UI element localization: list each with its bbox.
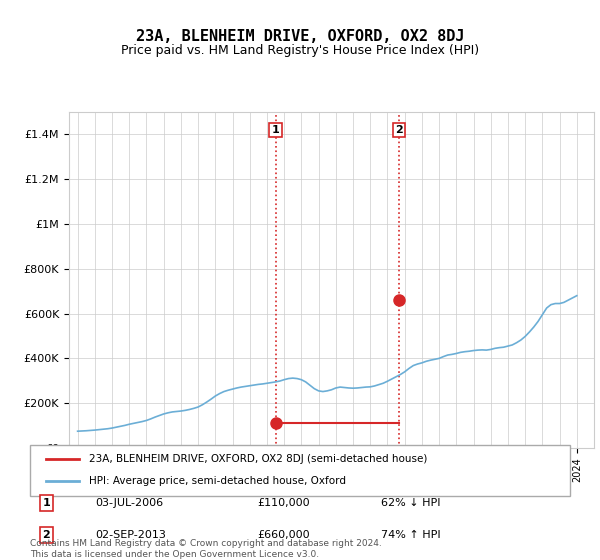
Text: Contains HM Land Registry data © Crown copyright and database right 2024.
This d: Contains HM Land Registry data © Crown c…	[30, 539, 382, 559]
Text: 03-JUL-2006: 03-JUL-2006	[95, 498, 163, 508]
Text: £660,000: £660,000	[257, 530, 310, 540]
Text: HPI: Average price, semi-detached house, Oxford: HPI: Average price, semi-detached house,…	[89, 477, 346, 487]
Text: 2: 2	[43, 530, 50, 540]
Text: 62% ↓ HPI: 62% ↓ HPI	[381, 498, 440, 508]
Text: 23A, BLENHEIM DRIVE, OXFORD, OX2 8DJ (semi-detached house): 23A, BLENHEIM DRIVE, OXFORD, OX2 8DJ (se…	[89, 454, 428, 464]
Text: 1: 1	[272, 125, 280, 135]
FancyBboxPatch shape	[30, 445, 570, 496]
Text: 2: 2	[395, 125, 403, 135]
Text: 23A, BLENHEIM DRIVE, OXFORD, OX2 8DJ: 23A, BLENHEIM DRIVE, OXFORD, OX2 8DJ	[136, 29, 464, 44]
Text: 02-SEP-2013: 02-SEP-2013	[95, 530, 166, 540]
Text: 74% ↑ HPI: 74% ↑ HPI	[381, 530, 440, 540]
Text: 1: 1	[43, 498, 50, 508]
Text: £110,000: £110,000	[257, 498, 310, 508]
Text: Price paid vs. HM Land Registry's House Price Index (HPI): Price paid vs. HM Land Registry's House …	[121, 44, 479, 57]
